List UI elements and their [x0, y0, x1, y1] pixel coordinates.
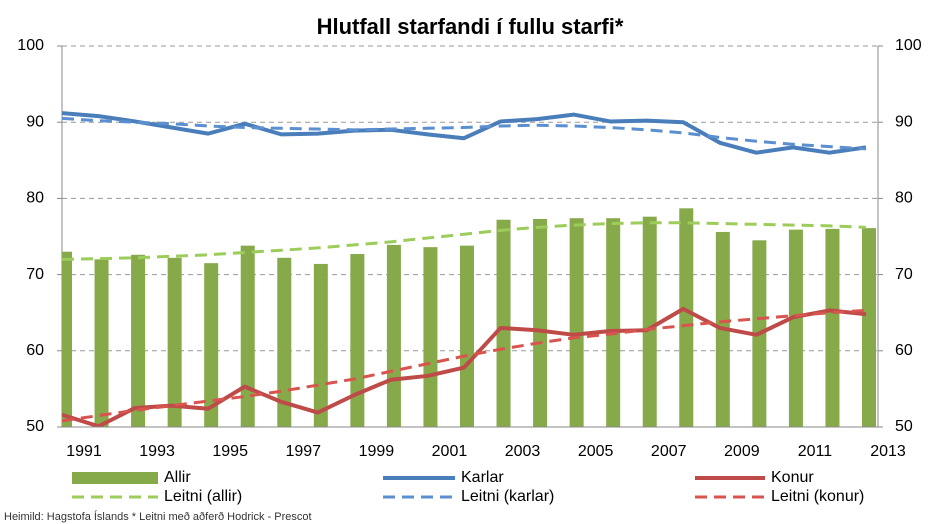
y2-tick-label: 60: [895, 342, 913, 359]
y2-tick-label: 50: [895, 418, 913, 435]
y2-tick-label: 80: [895, 190, 913, 207]
y-tick-label: 70: [26, 266, 44, 283]
x-tick-label: 2013: [870, 443, 906, 460]
y2-tick-label: 70: [895, 266, 913, 283]
legend-label: Konur: [771, 469, 814, 486]
bar: [642, 216, 657, 427]
bar: [460, 245, 474, 427]
bar: [240, 245, 255, 427]
y2-tick-label: 90: [895, 113, 913, 130]
bar: [62, 251, 72, 427]
legend-label: Karlar: [461, 469, 504, 486]
bar: [167, 257, 182, 427]
trend-line: [62, 116, 867, 151]
x-tick-label: 1997: [285, 443, 321, 460]
bar: [825, 228, 840, 427]
trend-line: [62, 221, 867, 261]
bar: [679, 208, 694, 427]
source-note: Heimild: Hagstofa Íslands * Leitni með a…: [4, 510, 312, 523]
bar: [131, 254, 146, 427]
x-tick-label: 2011: [798, 443, 833, 460]
bar: [350, 254, 365, 427]
line: [62, 111, 867, 155]
x-tick-label: 2007: [651, 443, 687, 460]
y-tick-label: 80: [26, 190, 44, 207]
legend-label: Allir: [164, 469, 191, 486]
plot-area: [62, 111, 876, 427]
bar: [204, 263, 219, 427]
x-tick-label: 1993: [139, 443, 175, 460]
line: [62, 306, 867, 427]
chart-title: Hlutfall starfandi í fullu starfi*: [317, 14, 624, 39]
legend-label: Leitni (karlar): [461, 488, 554, 505]
bar: [788, 229, 803, 427]
bar: [496, 219, 511, 427]
y-tick-label: 100: [17, 37, 44, 54]
bar: [606, 218, 621, 427]
x-tick-label: 2001: [432, 443, 468, 460]
y-tick-label: 60: [26, 342, 44, 359]
legend-swatch: [72, 472, 158, 484]
y2-tick-label: 100: [895, 37, 922, 54]
bar: [423, 247, 438, 427]
bar: [277, 257, 292, 427]
bar: [94, 259, 109, 427]
bar: [569, 218, 584, 427]
x-tick-label: 2009: [724, 443, 760, 460]
legend-label: Leitni (konur): [771, 488, 864, 505]
y-tick-label: 50: [26, 418, 44, 435]
trend-line: [62, 308, 867, 423]
legend-label: Leitni (allir): [164, 488, 242, 505]
x-tick-label: 1999: [359, 443, 395, 460]
bar: [533, 218, 548, 427]
bar: [862, 228, 876, 427]
bar: [386, 244, 401, 427]
x-tick-label: 1991: [66, 443, 102, 460]
y-tick-label: 90: [26, 113, 44, 130]
bar: [313, 263, 328, 427]
x-tick-label: 2003: [505, 443, 541, 460]
x-tick-label: 1995: [212, 443, 248, 460]
x-tick-label: 2005: [578, 443, 614, 460]
